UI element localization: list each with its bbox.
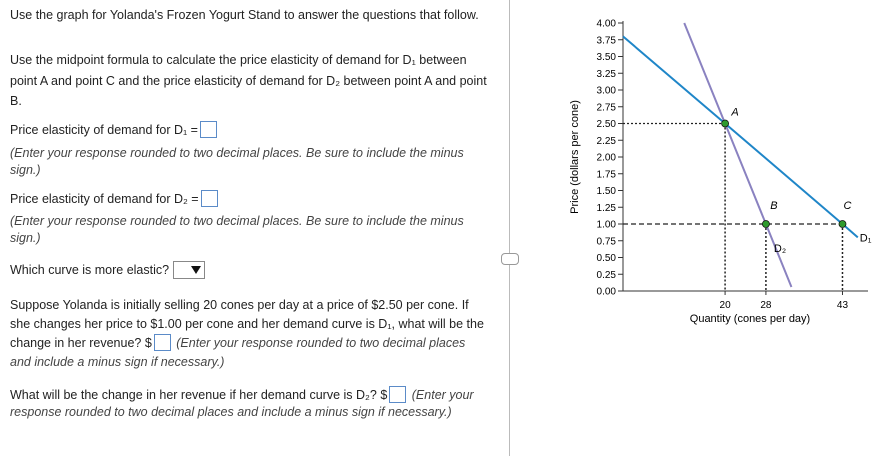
y-tick-label: 0.50 — [597, 253, 617, 264]
instructions: Use the midpoint formula to calculate th… — [10, 53, 487, 108]
question-label: Which curve is more elastic? — [10, 263, 170, 277]
resize-handle[interactable] — [501, 253, 519, 265]
demand-curve — [683, 22, 793, 288]
point — [838, 220, 847, 228]
x-tick-label: 28 — [760, 300, 772, 311]
y-tick-label: 1.00 — [597, 220, 617, 231]
curve-label: D₁ — [860, 232, 872, 244]
point-label: B — [770, 200, 777, 212]
chart: Price (dollars per cone) Quantity (cones… — [569, 19, 872, 326]
question-label: Price elasticity of demand for D₂ = — [10, 192, 199, 206]
y-tick-label: 4.00 — [597, 19, 617, 30]
y-tick-label: 1.50 — [597, 186, 617, 197]
answer-input[interactable] — [199, 121, 217, 138]
hint: (Enter your response rounded to two deci… — [10, 214, 464, 245]
point-label: C — [844, 200, 852, 212]
dropdown[interactable] — [173, 261, 206, 279]
answer-input[interactable] — [200, 190, 218, 207]
y-tick-label: 2.00 — [597, 153, 617, 164]
answer-input[interactable] — [153, 334, 171, 351]
question-label: What will be the change in her revenue i… — [10, 388, 388, 402]
y-tick-label: 1.75 — [597, 169, 617, 180]
question-4: Suppose Yolanda is initially selling 20 … — [10, 296, 488, 372]
question-2: Price elasticity of demand for D₂ = — [10, 189, 488, 209]
y-tick-label: 3.25 — [597, 69, 617, 80]
demand-curve — [622, 35, 859, 239]
y-tick-label: 1.25 — [597, 203, 617, 214]
x-tick-label: 20 — [720, 300, 732, 311]
intro: Use the graph for Yolanda's Frozen Yogur… — [10, 8, 479, 22]
y-tick-label: 2.50 — [597, 119, 617, 130]
answer-input[interactable] — [389, 386, 407, 403]
question-5: What will be the change in her revenue i… — [10, 386, 488, 421]
hint: (Enter your response rounded to two deci… — [10, 146, 464, 177]
question-label: Suppose Yolanda is initially selling 20 … — [10, 298, 484, 350]
y-tick-label: 2.25 — [597, 136, 617, 147]
x-axis-label: Quantity (cones per day) — [690, 313, 810, 325]
point-label: A — [730, 107, 738, 119]
point — [762, 220, 770, 228]
question-3: Which curve is more elastic? — [10, 260, 488, 280]
y-axis-label: Price (dollars per cone) — [569, 100, 581, 214]
question-label: Price elasticity of demand for D₁ = — [10, 123, 198, 137]
x-tick-label: 43 — [837, 300, 849, 311]
y-tick-label: 3.00 — [597, 86, 617, 97]
y-tick-label: 2.75 — [597, 102, 617, 113]
hint: (Enter your response rounded to two deci… — [10, 336, 466, 369]
panel-divider — [509, 0, 510, 456]
y-tick-label: 3.50 — [597, 52, 617, 63]
question-1: Price elasticity of demand for D₁ = — [10, 120, 488, 140]
y-tick-label: 3.75 — [597, 35, 617, 46]
hint: (Enter your response rounded to two deci… — [10, 388, 474, 419]
point — [721, 119, 729, 128]
y-tick-label: 0.75 — [597, 236, 617, 247]
y-tick-label: 0.00 — [597, 287, 617, 298]
y-tick-label: 0.25 — [597, 270, 617, 281]
curve-label: D₂ — [774, 243, 786, 255]
